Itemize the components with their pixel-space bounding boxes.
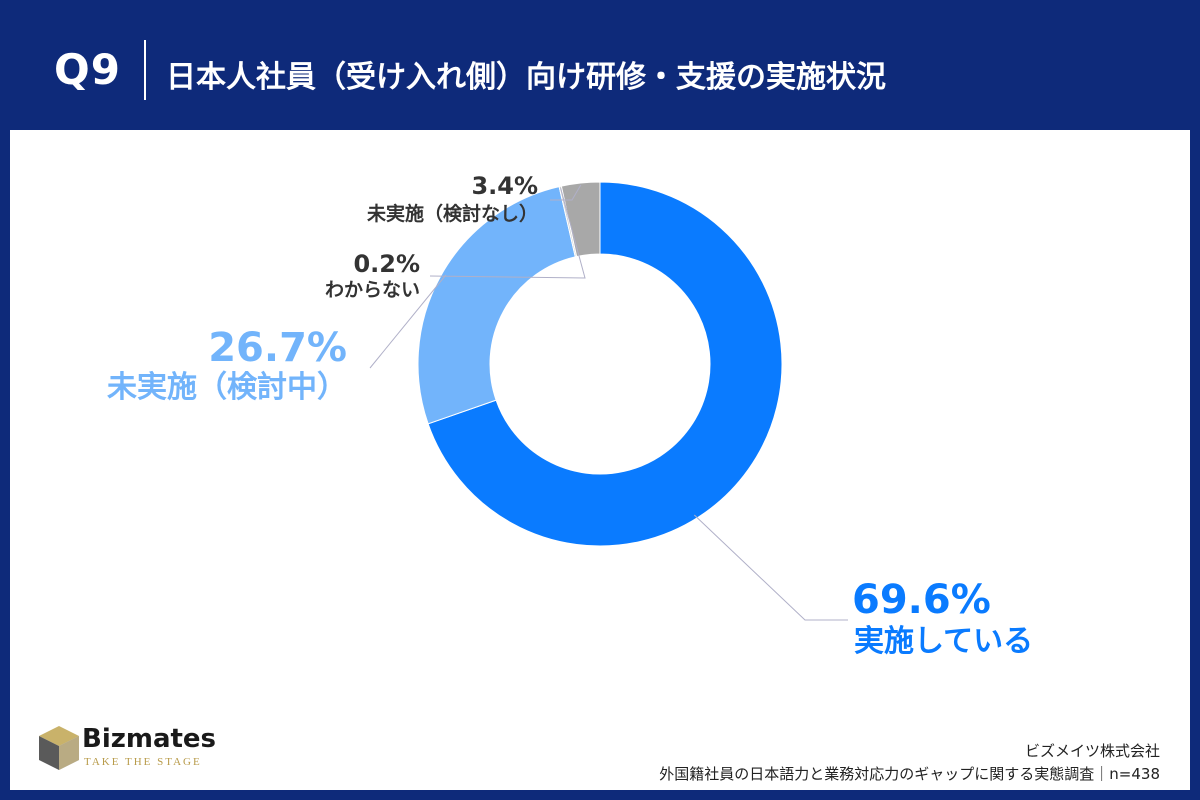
slice-category-label: わからない bbox=[324, 279, 420, 301]
logo-tagline: TAKE THE STAGE bbox=[84, 756, 202, 768]
logo-name: Bizmates bbox=[82, 724, 217, 754]
slice-value-label: 3.4% bbox=[471, 172, 538, 200]
donut-slice bbox=[417, 186, 576, 425]
source-company: ビズメイツ株式会社 bbox=[1024, 742, 1160, 760]
leader-line bbox=[693, 514, 848, 621]
leader-line bbox=[369, 274, 447, 369]
header-bar: Q9 日本人社員（受け入れ側）向け研修・支援の実施状況 bbox=[0, 0, 1200, 130]
slice-value-label: 69.6% bbox=[852, 577, 991, 623]
leader-line bbox=[550, 184, 582, 201]
bizmates-logo-icon bbox=[39, 726, 79, 770]
donut-chart bbox=[369, 181, 848, 621]
slice-value-label: 26.7% bbox=[208, 325, 347, 371]
slice-category-label: 未実施（検討なし） bbox=[366, 203, 538, 225]
leader-line bbox=[429, 188, 586, 279]
donut-slice bbox=[427, 181, 783, 547]
donut-slices bbox=[417, 181, 783, 547]
header-divider bbox=[144, 40, 146, 100]
question-number: Q9 bbox=[54, 45, 121, 94]
leader-lines bbox=[369, 184, 848, 621]
slice-category-label: 未実施（検討中） bbox=[107, 370, 347, 405]
slice-category-label: 実施している bbox=[854, 624, 1034, 659]
source-survey: 外国籍社員の日本語力と業務対応力のギャップに関する実態調査｜n=438 bbox=[659, 765, 1160, 783]
chart-panel: 69.6% 実施している 26.7% 未実施（検討中） 0.2% わからない 3… bbox=[10, 130, 1190, 790]
page-title: 日本人社員（受け入れ側）向け研修・支援の実施状況 bbox=[166, 60, 886, 95]
slice-value-label: 0.2% bbox=[353, 250, 420, 278]
